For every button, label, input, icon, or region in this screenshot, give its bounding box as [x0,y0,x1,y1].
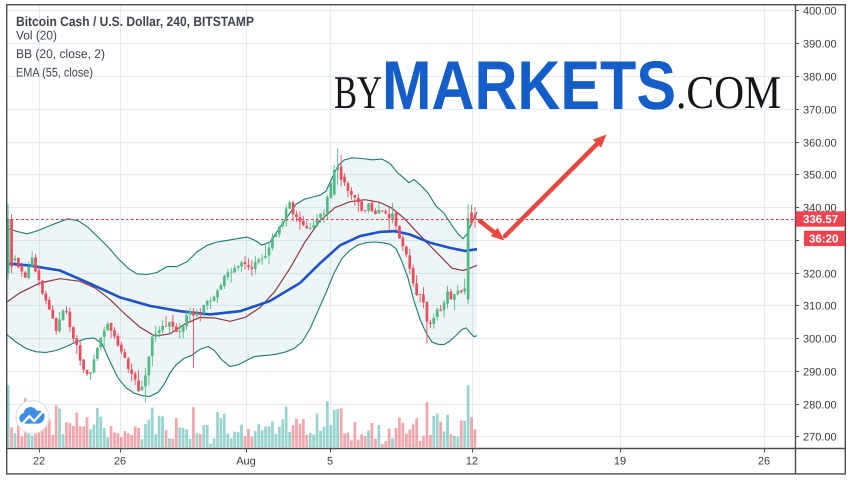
svg-text:36:20: 36:20 [809,233,838,245]
svg-text:26: 26 [114,456,126,468]
svg-text:360.00: 360.00 [803,137,837,149]
svg-text:22: 22 [33,456,45,468]
svg-text:19: 19 [614,456,626,468]
svg-text:270.00: 270.00 [803,431,837,443]
svg-text:Bitcoin Cash / U.S. Dollar, 24: Bitcoin Cash / U.S. Dollar, 240, BITSTAM… [16,14,254,29]
svg-text:12: 12 [466,456,478,468]
svg-text:BY: BY [334,67,382,119]
svg-text:280.00: 280.00 [803,399,837,411]
svg-text:370.00: 370.00 [803,104,837,116]
svg-text:390.00: 390.00 [803,38,837,50]
svg-text:.COM: .COM [676,67,781,119]
svg-text:5: 5 [327,456,333,468]
svg-text:BB (20, close, 2): BB (20, close, 2) [16,47,105,61]
svg-text:350.00: 350.00 [803,169,837,181]
svg-text:290.00: 290.00 [803,366,837,378]
svg-text:EMA (55, close): EMA (55, close) [16,66,93,80]
svg-text:300.00: 300.00 [803,333,837,345]
svg-text:310.00: 310.00 [803,300,837,312]
svg-text:Vol (20): Vol (20) [16,29,57,43]
svg-text:320.00: 320.00 [803,268,837,280]
svg-text:Aug: Aug [236,456,256,468]
svg-text:26: 26 [758,456,770,468]
svg-text:MARKETS: MARKETS [382,47,676,124]
svg-text:380.00: 380.00 [803,71,837,83]
svg-text:400.00: 400.00 [803,5,837,17]
svg-text:336.57: 336.57 [803,214,838,226]
